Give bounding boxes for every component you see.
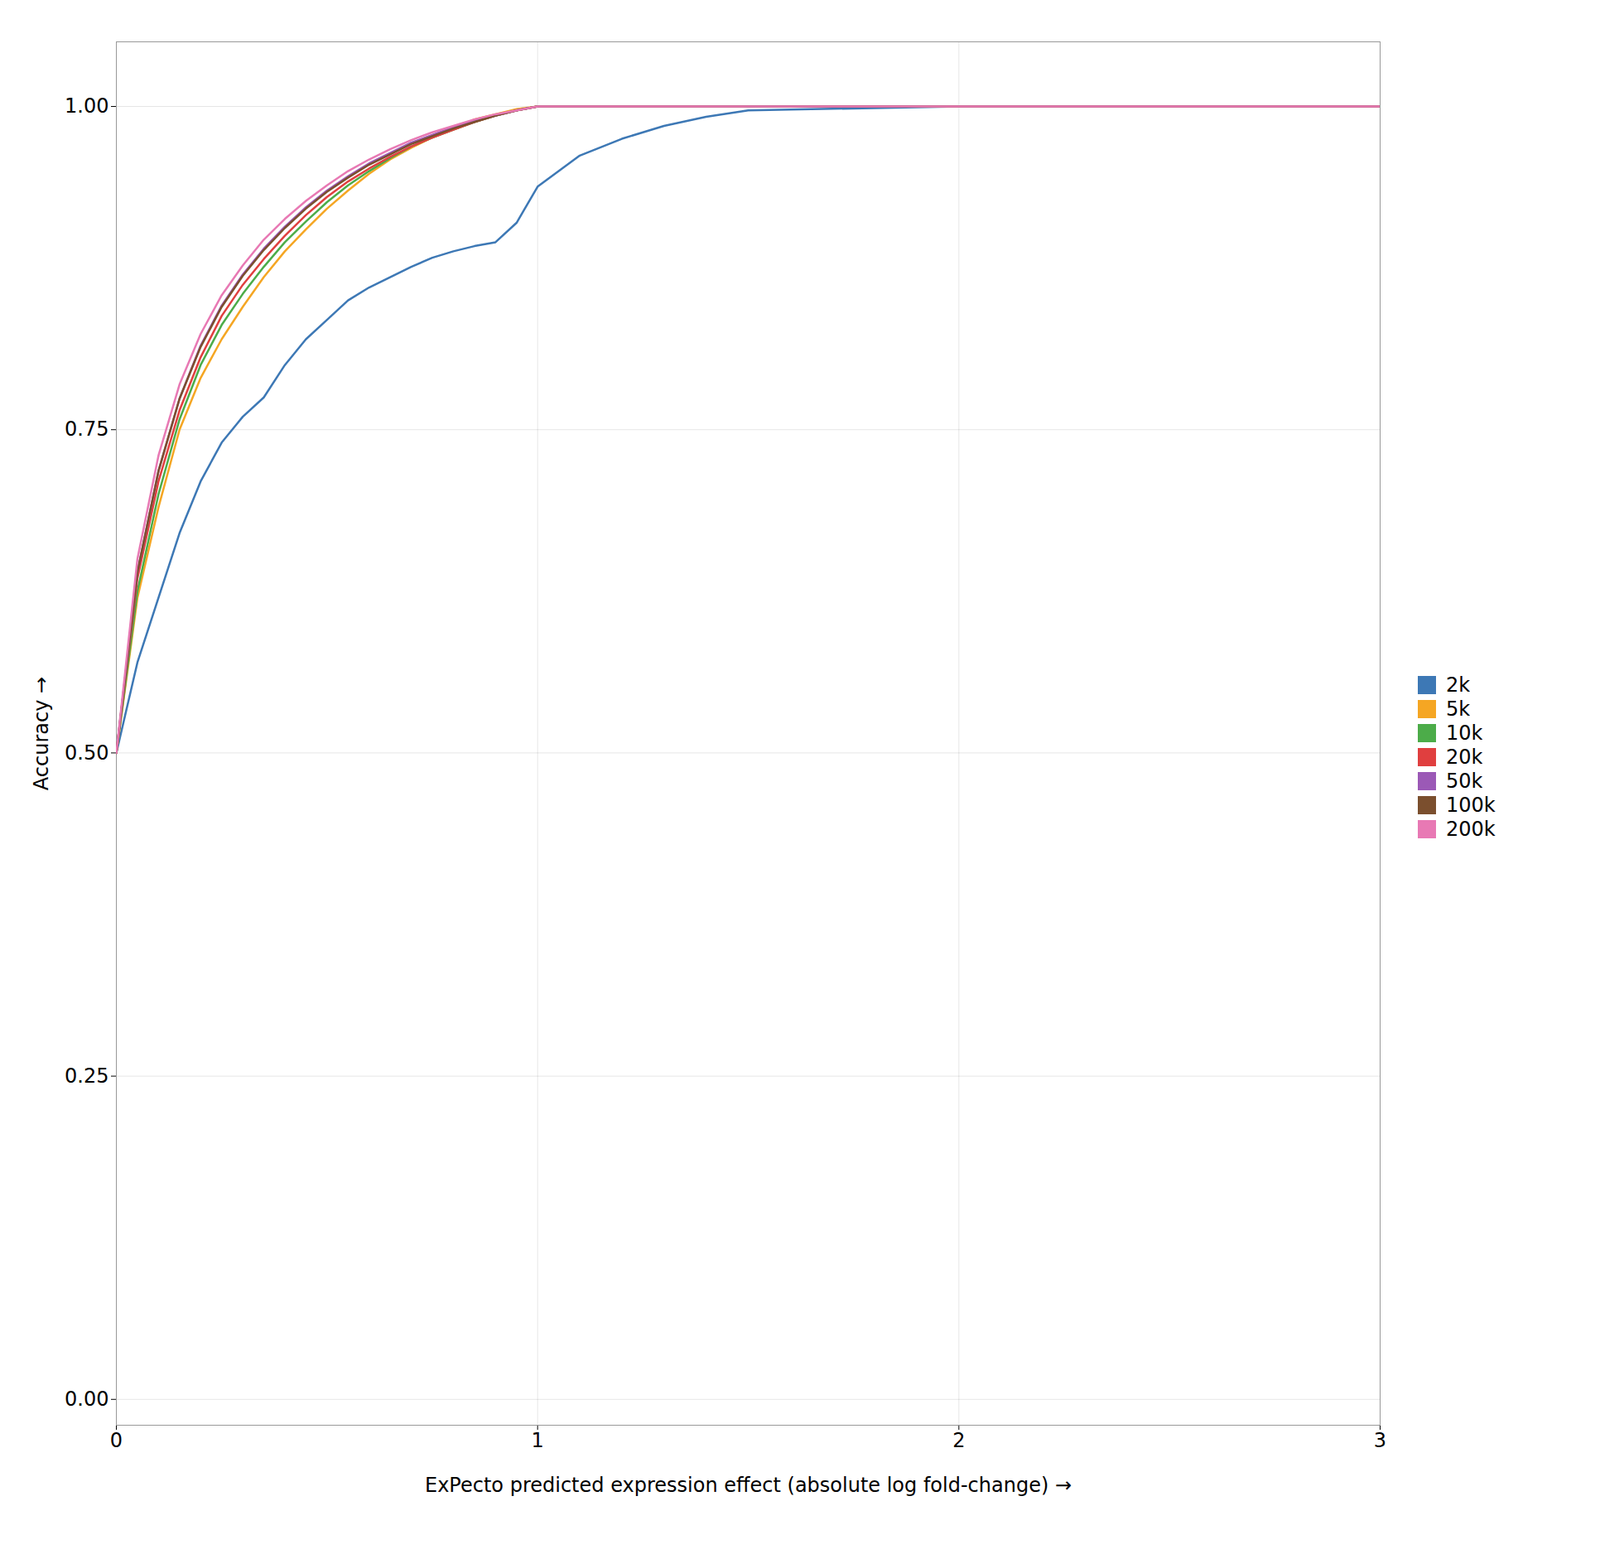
svg-text:1: 1 xyxy=(531,1428,545,1452)
html-text:10k: 10k xyxy=(1445,720,1483,745)
svg-text:0.25: 0.25 xyxy=(64,1064,109,1088)
html-text:2k: 2k xyxy=(1445,672,1471,697)
svg-text:Accuracy →: Accuracy → xyxy=(29,676,54,791)
svg-text:0: 0 xyxy=(110,1428,123,1452)
html-text:5k: 5k xyxy=(1445,696,1471,721)
html-text:20k: 20k xyxy=(1445,744,1483,769)
html-text:200k: 200k xyxy=(1445,816,1496,841)
html-text:100k: 100k xyxy=(1445,792,1496,817)
svg-text:1.00: 1.00 xyxy=(64,94,109,118)
html-text:50k: 50k xyxy=(1445,768,1483,793)
svg-text:0.50: 0.50 xyxy=(64,741,109,765)
svg-text:0.75: 0.75 xyxy=(64,417,109,441)
svg-text:2: 2 xyxy=(952,1428,965,1452)
svg-text:ExPecto predicted expression e: ExPecto predicted expression effect (abs… xyxy=(424,1473,1072,1497)
svg-text:3: 3 xyxy=(1373,1428,1387,1452)
svg-text:0.00: 0.00 xyxy=(64,1387,109,1411)
